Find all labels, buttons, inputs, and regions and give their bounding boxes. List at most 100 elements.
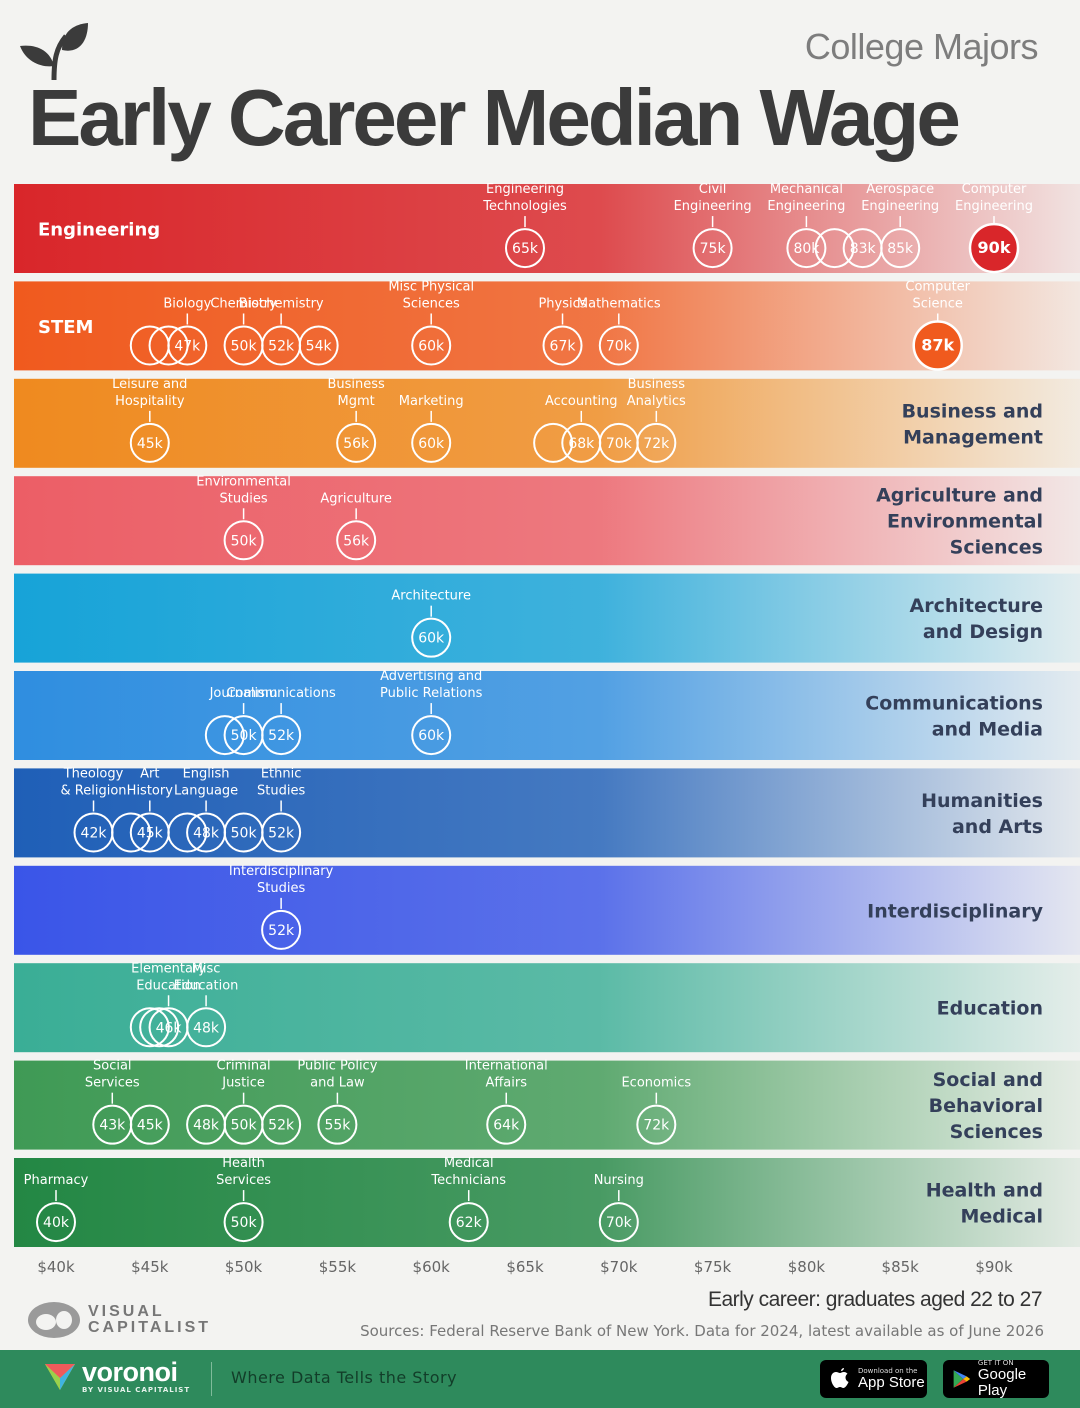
wage-marker xyxy=(129,1007,170,1048)
wage-value: 48k xyxy=(193,825,220,841)
visual-capitalist-icon xyxy=(28,1302,80,1338)
app-store-big: App Store xyxy=(858,1374,925,1391)
wage-value: 50k xyxy=(231,728,258,744)
wage-marker xyxy=(411,617,452,658)
point-label: Chemistry xyxy=(210,296,277,311)
point-ethnic-studies: Ethnic Studies 52k xyxy=(257,766,305,853)
wage-value: 50k xyxy=(231,1118,258,1134)
point-label: Mechanical xyxy=(770,182,843,197)
x-tick-label: $90k xyxy=(975,1258,1013,1276)
point-label: International xyxy=(465,1059,548,1074)
point-unlabeled xyxy=(814,228,855,269)
point-label: Art xyxy=(140,766,159,781)
point-english-language: English Language 48k xyxy=(174,766,238,853)
point-misc-education: Misc Education 48k xyxy=(174,961,238,1048)
wage-value: 46k xyxy=(156,1020,183,1036)
point-label: Accounting xyxy=(545,394,618,409)
page-title: Early Career Median Wage xyxy=(28,73,961,162)
wage-marker xyxy=(261,1104,302,1145)
point-label: Medical xyxy=(444,1156,494,1171)
band-architecture-and-design: Architecture and Design Architecture 60k xyxy=(14,573,1080,663)
point-label: Services xyxy=(216,1173,271,1188)
wage-marker xyxy=(204,715,245,756)
point-economics: Economics 72k xyxy=(621,1076,691,1145)
category-label-line: Behavioral xyxy=(929,1095,1043,1117)
category-label-line: Humanities xyxy=(921,790,1043,812)
band-background xyxy=(14,671,1080,760)
point-label: Engineering xyxy=(486,182,564,197)
point-label: Environmental xyxy=(196,474,291,489)
point-label: Criminal xyxy=(217,1059,271,1074)
category-label: Health and Medical xyxy=(926,1180,1043,1228)
wage-value: 52k xyxy=(268,1118,295,1134)
point-label: Education xyxy=(136,978,201,993)
band-stem: STEM Biology 47k Chemistry 50k Biochemistry 52… xyxy=(14,279,1080,371)
wage-value: 45k xyxy=(137,436,164,452)
wage-value: 60k xyxy=(418,338,445,354)
category-label: Architecture and Design xyxy=(910,595,1043,643)
category-label-line: Management xyxy=(903,426,1043,448)
category-label: Business and Management xyxy=(902,400,1043,448)
category-label-line: Agriculture and xyxy=(876,485,1043,507)
point-label: Engineering xyxy=(674,199,752,214)
wage-marker xyxy=(167,812,208,853)
point-label: Ethnic xyxy=(261,766,302,781)
visual-capitalist-logo: VISUAL CAPITALIST xyxy=(26,1300,211,1340)
google-play-big: Google Play xyxy=(977,1366,1027,1399)
app-store-small: Download on the xyxy=(858,1367,918,1375)
wage-marker xyxy=(411,325,452,366)
point-physics: Physics 67k xyxy=(538,296,587,366)
point-art-history: Art History 45k xyxy=(127,766,173,853)
point-label: Hospitality xyxy=(115,394,185,409)
wage-marker xyxy=(636,1104,677,1145)
voronoi-logo[interactable]: voronoi BY VISUAL CAPITALIST xyxy=(42,1358,190,1394)
point-label: Communications xyxy=(226,686,335,701)
band-background xyxy=(14,378,1080,468)
x-tick-label: $80k xyxy=(788,1258,826,1276)
point-label: Justice xyxy=(221,1076,265,1091)
point-unlabeled xyxy=(139,1007,180,1048)
wage-value: 48k xyxy=(193,1020,220,1036)
google-play-button[interactable]: GET IT ON Google Play xyxy=(943,1359,1049,1399)
wage-value: 50k xyxy=(231,533,258,549)
wage-marker xyxy=(129,1104,170,1145)
point-label: and Law xyxy=(310,1076,365,1091)
wage-value: 42k xyxy=(81,825,108,841)
vc-line2: CAPITALIST xyxy=(88,1319,212,1336)
wage-marker xyxy=(298,325,339,366)
point-label: Physics xyxy=(538,296,586,311)
band-background xyxy=(14,476,1080,566)
wage-marker xyxy=(880,228,921,269)
band-humanities-and-arts: Humanities and Arts Theology & Religion 42k A… xyxy=(14,766,1080,858)
band-background xyxy=(14,1060,1080,1150)
wage-marker xyxy=(598,1202,639,1243)
x-tick-label: $55k xyxy=(319,1258,357,1276)
point-label: Social xyxy=(93,1059,132,1074)
point-label: Leisure and xyxy=(112,377,187,392)
wage-value: 47k xyxy=(174,338,201,354)
point-unlabeled: 52k xyxy=(261,1104,302,1145)
point-label: Interdisciplinary xyxy=(229,864,334,879)
point-label: Studies xyxy=(257,783,305,798)
point-label: Sciences xyxy=(403,296,460,311)
point-unlabeled xyxy=(204,715,245,756)
point-mathematics: Mathematics 70k xyxy=(577,296,661,366)
title-block: College Majors Early Career Median Wage xyxy=(0,0,1080,180)
wage-marker xyxy=(36,1202,76,1243)
wage-value: 56k xyxy=(343,533,370,549)
wage-value: 75k xyxy=(700,241,727,257)
wage-value: 56k xyxy=(343,436,370,452)
app-store-button[interactable]: Download on the App Store xyxy=(820,1360,927,1398)
wage-marker xyxy=(968,222,1020,274)
point-label: Analytics xyxy=(627,394,686,409)
wage-value: 52k xyxy=(268,825,295,841)
point-label: Engineering xyxy=(767,199,845,214)
wage-value: 70k xyxy=(606,338,633,354)
wage-marker xyxy=(692,228,733,269)
wage-value: 70k xyxy=(606,1215,633,1231)
point-label: Science xyxy=(913,296,963,311)
wage-value: 87k xyxy=(921,335,954,354)
band-interdisciplinary: Interdisciplinary Interdisciplinary Studie… xyxy=(14,864,1080,955)
point-label: Marketing xyxy=(399,394,464,409)
x-tick-label: $60k xyxy=(413,1258,451,1276)
